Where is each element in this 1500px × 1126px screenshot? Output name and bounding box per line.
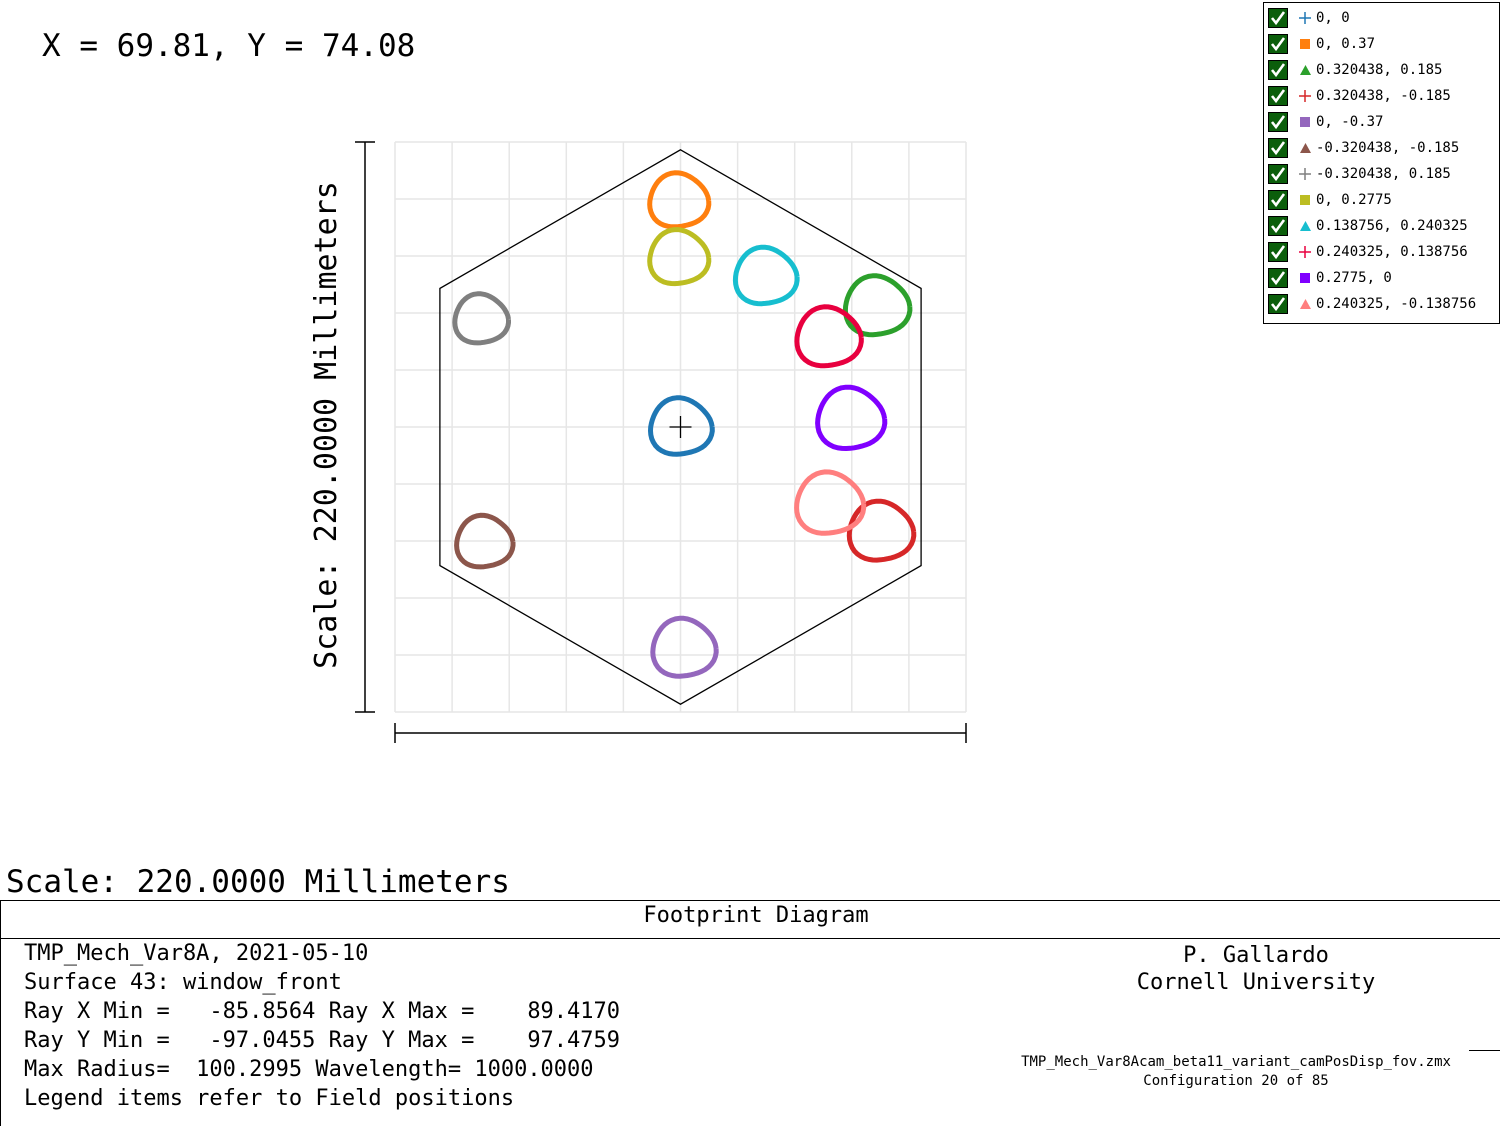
file-name: TMP_Mech_Var8Acam_beta11_variant_camPosD… [1021,1054,1451,1070]
scale-label: Scale: 220.0000 Millimeters [6,864,510,900]
plot-grid [394,141,967,713]
legend-checkbox[interactable] [1268,8,1288,28]
info-line-radius: Max Radius= 100.2995 Wavelength= 1000.00… [24,1057,594,1082]
vertical-scale-label: Scale: 220.0000 Millimeters [309,181,344,669]
legend-label: 0, 0 [1316,10,1350,26]
info-line-ray-x: Ray X Min = -85.8564 Ray X Max = 89.4170 [24,999,621,1024]
legend-item[interactable]: 0, 0.2775 [1268,188,1392,212]
footprint-spot [650,615,719,679]
checkmark-icon [1269,113,1287,131]
legend-label: 0, 0.37 [1316,36,1376,52]
checkmark-icon [1269,61,1287,79]
footprint-spot [648,395,715,457]
square-icon [1294,39,1316,49]
title-box: Footprint Diagram TMP_Mech_Var8A, 2021-0… [0,900,1500,1126]
legend-label: 0.2775, 0 [1316,270,1392,286]
info-line-legend-note: Legend items refer to Field positions [24,1086,515,1111]
plus-icon [1294,12,1316,24]
footprint-spot [794,469,867,536]
short-divider [1469,1050,1500,1051]
legend-item[interactable]: 0.240325, 0.138756 [1268,240,1468,264]
footprint-spot [842,273,913,338]
legend-checkbox[interactable] [1268,60,1288,80]
plus-icon [1294,90,1316,102]
center-crosshair-icon [669,416,692,438]
legend-label: 0.320438, 0.185 [1316,62,1443,78]
legend-label: 0.240325, -0.138756 [1316,296,1477,312]
coordinate-readout: X = 69.81, Y = 74.08 [42,28,416,64]
legend-checkbox[interactable] [1268,34,1288,54]
legend-item[interactable]: -0.320438, -0.185 [1268,136,1459,160]
checkmark-icon [1269,139,1287,157]
info-line-surface: Surface 43: window_front [24,970,342,995]
author-name: P. Gallardo [1183,943,1329,968]
square-icon [1294,273,1316,283]
legend-label: 0, 0.2775 [1316,192,1392,208]
legend-item[interactable]: 0.2775, 0 [1268,266,1392,290]
legend-item[interactable]: 0.320438, 0.185 [1268,58,1442,82]
square-icon [1294,117,1316,127]
footprint-spot [452,291,511,346]
legend-panel: 0, 0 0, 0.37 0.320438, 0.185 0.320438, -0.1… [1263,2,1500,324]
info-line-project: TMP_Mech_Var8A, 2021-05-10 [24,941,369,966]
checkmark-icon [1269,295,1287,313]
legend-checkbox[interactable] [1268,268,1288,288]
checkmark-icon [1269,243,1287,261]
title-divider [1,938,1500,939]
square-icon [1294,195,1316,205]
legend-checkbox[interactable] [1268,242,1288,262]
footprint-plot [355,141,967,743]
legend-item[interactable]: 0.138756, 0.240325 [1268,214,1468,238]
legend-item[interactable]: 0, -0.37 [1268,110,1383,134]
legend-label: 0, -0.37 [1316,114,1384,130]
diagram-title: Footprint Diagram [643,903,869,928]
legend-label: -0.320438, 0.185 [1316,166,1451,182]
legend-checkbox[interactable] [1268,86,1288,106]
triangle-icon [1294,143,1316,153]
legend-checkbox[interactable] [1268,216,1288,236]
footprint-spot [647,227,712,287]
footprint-series-layer [452,170,917,679]
author-institution: Cornell University [1136,970,1376,995]
plus-icon [1294,246,1316,258]
boundary-hexagon-layer [439,149,922,705]
boundary-hexagon [439,149,922,705]
legend-item[interactable]: -0.320438, 0.185 [1268,162,1451,186]
triangle-icon [1294,299,1316,309]
checkmark-icon [1269,87,1287,105]
legend-item[interactable]: 0.320438, -0.185 [1268,84,1451,108]
legend-item[interactable]: 0, 0.37 [1268,32,1375,56]
footprint-spot [647,170,712,230]
info-line-ray-y: Ray Y Min = -97.0455 Ray Y Max = 97.4759 [24,1028,621,1053]
legend-item[interactable]: 0.240325, -0.138756 [1268,292,1476,316]
footprint-spot [732,244,800,307]
checkmark-icon [1269,269,1287,287]
footprint-spot [846,498,917,563]
legend-label: 0.320438, -0.185 [1316,88,1451,104]
checkmark-icon [1269,191,1287,209]
checkmark-icon [1269,217,1287,235]
footprint-spot [454,512,516,570]
checkmark-icon [1269,35,1287,53]
legend-checkbox[interactable] [1268,138,1288,158]
legend-label: 0.240325, 0.138756 [1316,244,1468,260]
triangle-icon [1294,221,1316,231]
legend-checkbox[interactable] [1268,190,1288,210]
legend-item[interactable]: 0, 0 [1268,6,1350,30]
triangle-icon [1294,65,1316,75]
legend-label: 0.138756, 0.240325 [1316,218,1468,234]
configuration-label: Configuration 20 of 85 [1143,1073,1329,1089]
plot-axes [355,141,967,743]
checkmark-icon [1269,165,1287,183]
legend-checkbox[interactable] [1268,164,1288,184]
plus-icon [1294,168,1316,180]
legend-checkbox[interactable] [1268,294,1288,314]
legend-checkbox[interactable] [1268,112,1288,132]
legend-label: -0.320438, -0.185 [1316,140,1460,156]
footprint-spot [794,304,864,369]
checkmark-icon [1269,9,1287,27]
footprint-spot [815,384,888,451]
